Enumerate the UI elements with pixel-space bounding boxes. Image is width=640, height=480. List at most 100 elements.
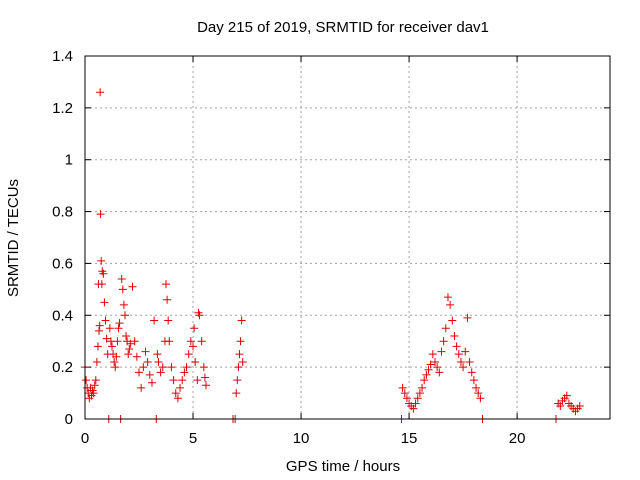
data-point xyxy=(153,350,162,359)
data-point xyxy=(461,347,470,356)
data-point xyxy=(476,394,485,403)
data-point xyxy=(420,376,429,385)
data-point xyxy=(95,326,104,335)
x-tick-label: 5 xyxy=(189,430,197,447)
data-point xyxy=(431,357,439,366)
data-point xyxy=(433,363,442,372)
data-point xyxy=(89,389,98,398)
data-point xyxy=(454,350,463,359)
data-point xyxy=(562,391,571,400)
data-point xyxy=(137,383,146,392)
data-point xyxy=(398,383,407,392)
data-point xyxy=(413,394,422,403)
data-point xyxy=(474,389,483,398)
ticks-layer: 0 5 10 15 20 0 0.2 0.4 0.6 0.8 1 1.2 1.4 xyxy=(52,48,610,447)
x-tick-label: 20 xyxy=(509,430,526,447)
data-point xyxy=(422,370,431,379)
data-point xyxy=(184,350,193,359)
data-point xyxy=(186,337,195,346)
data-point xyxy=(409,404,418,413)
data-point xyxy=(200,373,209,382)
data-point xyxy=(167,363,176,372)
data-point xyxy=(176,383,185,392)
y-tick-label: 0.2 xyxy=(52,359,73,376)
data-point xyxy=(441,324,450,333)
data-point xyxy=(141,347,150,356)
data-point xyxy=(448,316,457,325)
x-tick-label: 0 xyxy=(81,430,89,447)
data-point xyxy=(182,363,191,372)
x-tick-label: 15 xyxy=(401,430,418,447)
data-point xyxy=(195,311,204,320)
data-point xyxy=(443,293,452,302)
data-point xyxy=(452,342,461,351)
y-tick-label: 0.4 xyxy=(52,307,73,324)
data-point xyxy=(100,298,109,307)
y-tick-label: 1.2 xyxy=(52,100,73,117)
data-point xyxy=(411,399,420,408)
data-point xyxy=(92,357,101,366)
data-point xyxy=(91,376,100,385)
data-point xyxy=(415,389,424,398)
data-point xyxy=(439,337,448,346)
data-point xyxy=(111,363,120,372)
data-point xyxy=(426,360,435,369)
data-point xyxy=(463,313,472,322)
data-point xyxy=(446,300,455,309)
data-point xyxy=(437,347,446,356)
data-point xyxy=(190,324,199,333)
plot-border xyxy=(84,55,611,420)
data-point xyxy=(150,316,159,325)
data-point xyxy=(233,376,242,385)
data-point xyxy=(418,383,427,392)
chart-title: Day 215 of 2019, SRMTID for receiver dav… xyxy=(197,19,489,36)
data-point xyxy=(232,389,241,398)
data-point xyxy=(162,280,171,289)
y-tick-label: 1 xyxy=(65,152,73,169)
data-point xyxy=(197,337,206,346)
data-point xyxy=(126,339,135,348)
data-point xyxy=(135,368,144,377)
data-point xyxy=(97,256,106,265)
data-point xyxy=(180,368,189,377)
data-point xyxy=(117,274,126,283)
data-point xyxy=(234,363,243,372)
y-axis-label: SRMTID / TECUs xyxy=(5,179,22,297)
data-point xyxy=(125,344,134,353)
data-point xyxy=(469,376,478,385)
data-point xyxy=(238,357,247,366)
data-point xyxy=(235,350,244,359)
x-axis-label: GPS time / hours xyxy=(286,458,400,475)
data-points xyxy=(81,88,584,423)
data-point xyxy=(108,342,117,351)
data-point xyxy=(119,300,128,309)
grid-layer xyxy=(85,56,610,419)
data-point xyxy=(122,332,131,341)
data-point xyxy=(118,285,127,294)
data-point xyxy=(465,357,474,366)
data-point xyxy=(402,394,411,403)
data-point xyxy=(93,342,102,351)
data-point xyxy=(556,402,565,411)
x-tick-label: 10 xyxy=(293,430,310,447)
data-point xyxy=(132,352,141,361)
data-point xyxy=(96,210,105,219)
data-point xyxy=(110,357,119,366)
data-point xyxy=(163,295,172,304)
y-tick-label: 0 xyxy=(65,411,73,428)
data-point xyxy=(400,389,409,398)
data-point xyxy=(193,376,202,385)
data-point xyxy=(165,337,174,346)
y-tick-label: 1.4 xyxy=(52,48,73,65)
data-point xyxy=(113,337,122,346)
data-point xyxy=(143,357,152,366)
data-point xyxy=(101,316,110,325)
data-point xyxy=(115,319,124,328)
data-point xyxy=(171,389,180,398)
data-point xyxy=(99,269,108,278)
data-point xyxy=(97,280,106,289)
y-tick-label: 0.6 xyxy=(52,255,73,272)
data-point xyxy=(189,342,198,351)
data-point xyxy=(459,363,468,372)
